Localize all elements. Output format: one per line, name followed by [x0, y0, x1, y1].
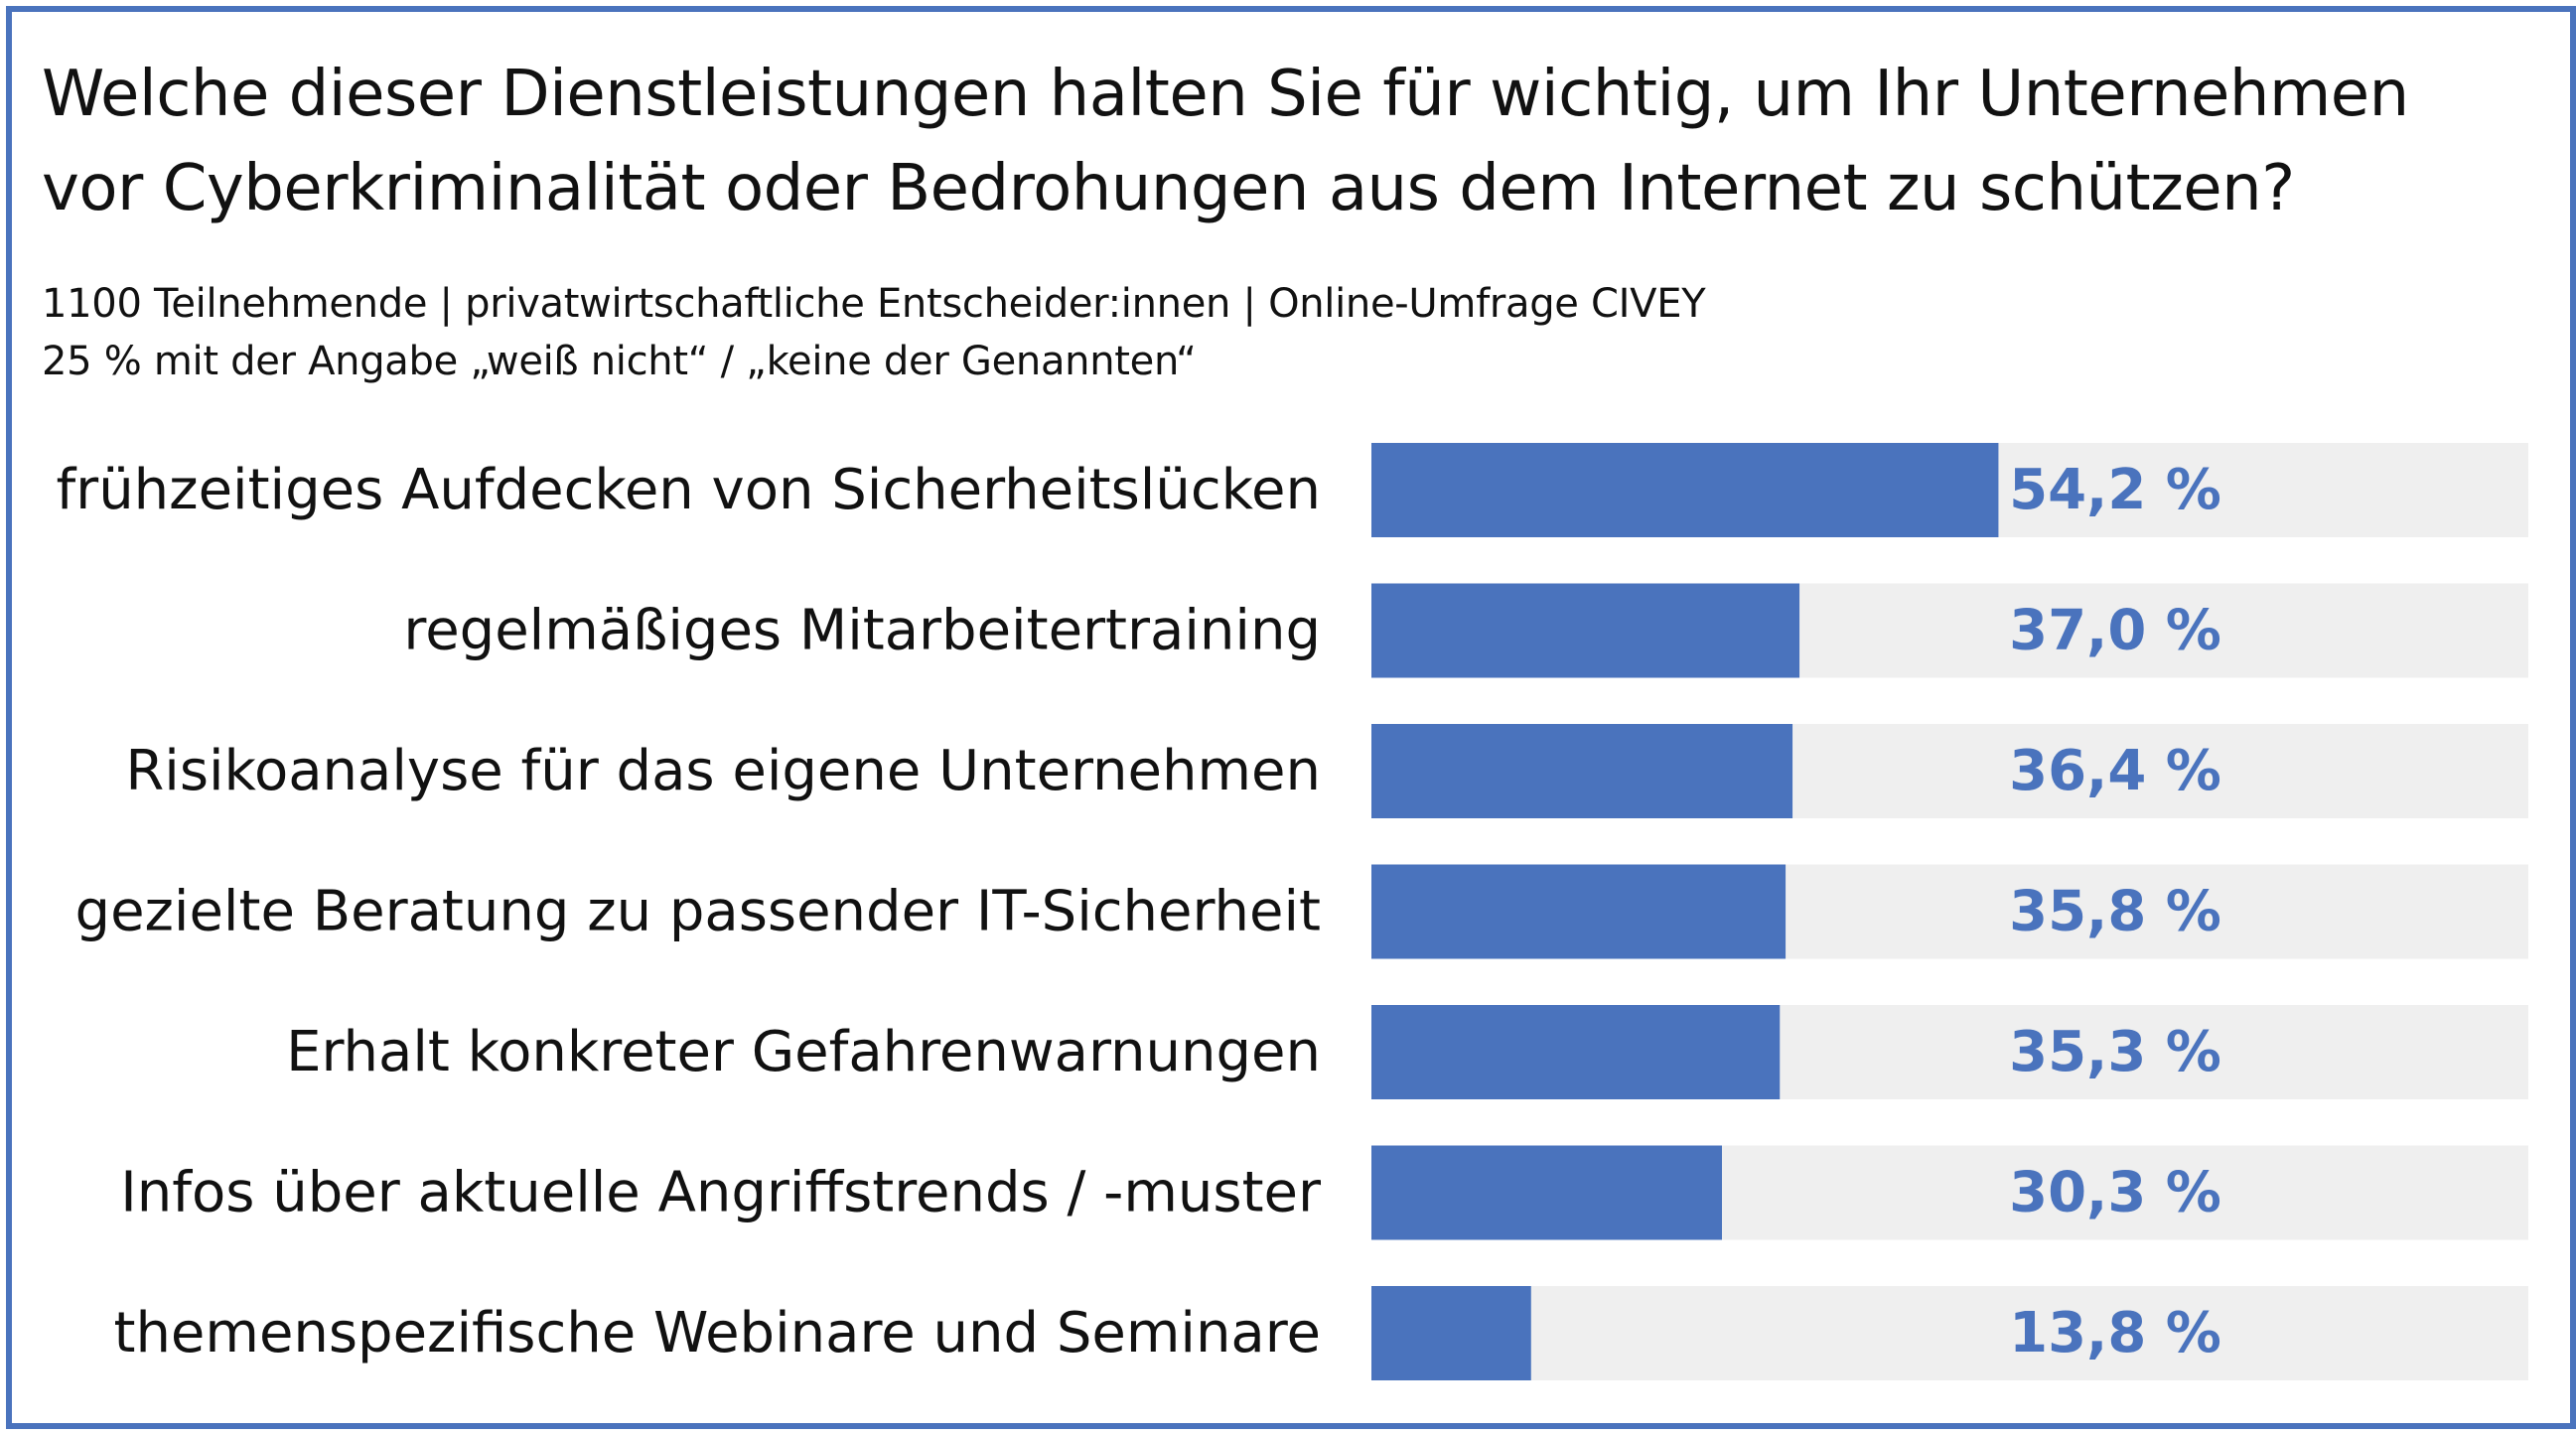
- category-label: themenspezifische Webinare und Seminare: [113, 1301, 1321, 1365]
- chart-subtitle-line1: 1100 Teilnehmende | privatwirtschaftlich…: [42, 281, 1706, 327]
- value-label: 54,2 %: [2009, 458, 2221, 522]
- category-label: frühzeitiges Aufdecken von Sicherheitslü…: [56, 458, 1321, 522]
- bar: [1371, 1286, 1531, 1380]
- value-label: 35,8 %: [2009, 880, 2221, 944]
- value-label: 36,4 %: [2009, 739, 2221, 803]
- category-label: Risikoanalyse für das eigene Unternehmen: [125, 739, 1321, 803]
- bar: [1371, 724, 1793, 818]
- bar: [1371, 1005, 1781, 1099]
- chart-frame: Welche dieser Dienstleistungen halten Si…: [6, 6, 2576, 1429]
- bar: [1371, 864, 1787, 959]
- value-label: 30,3 %: [2009, 1161, 2221, 1225]
- chart-subtitle-line2: 25 % mit der Angabe „weiß nicht“ / „kein…: [42, 339, 1197, 384]
- chart-title: Welche dieser Dienstleistungen halten Si…: [42, 58, 2409, 225]
- bar-track: [1371, 1286, 2528, 1380]
- category-label: gezielte Beratung zu passender IT-Sicher…: [75, 880, 1321, 944]
- bar: [1371, 1145, 1722, 1240]
- value-label: 13,8 %: [2009, 1301, 2221, 1365]
- category-label: Infos über aktuelle Angriffstrends / -mu…: [120, 1161, 1322, 1225]
- value-label: 37,0 %: [2009, 599, 2221, 663]
- bar: [1371, 583, 1800, 678]
- category-label: regelmäßiges Mitarbeitertraining: [403, 599, 1321, 663]
- bar-chart: frühzeitiges Aufdecken von Sicherheitslü…: [56, 443, 2528, 1380]
- category-label: Erhalt konkreter Gefahrenwarnungen: [286, 1020, 1321, 1084]
- bar: [1371, 443, 1999, 537]
- value-label: 35,3 %: [2009, 1020, 2221, 1084]
